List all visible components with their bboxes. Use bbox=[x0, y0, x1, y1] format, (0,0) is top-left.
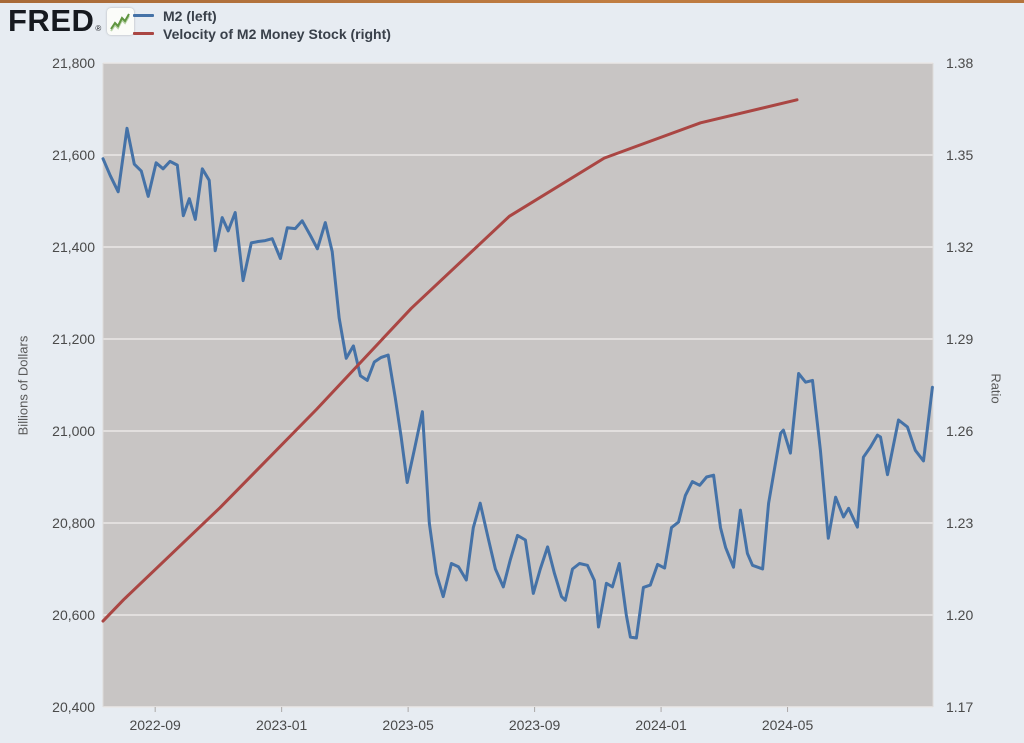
x-axis-tick-label: 2023-05 bbox=[382, 717, 434, 733]
right-axis-tick-label: 1.38 bbox=[946, 55, 974, 71]
x-axis-tick-label: 2024-01 bbox=[635, 717, 687, 733]
right-axis-tick-label: 1.20 bbox=[946, 607, 974, 623]
right-axis-tick-label: 1.35 bbox=[946, 147, 974, 163]
left-axis-tick-label: 21,400 bbox=[52, 239, 95, 255]
m2-legend-swatch bbox=[133, 14, 154, 17]
x-axis-tick-label: 2023-09 bbox=[508, 717, 561, 733]
velocity-legend-swatch bbox=[133, 32, 154, 35]
m2-legend-label: M2 (left) bbox=[163, 7, 217, 24]
fred-brand[interactable]: FRED ® bbox=[8, 3, 135, 38]
fred-sparkline-icon bbox=[107, 7, 135, 35]
right-axis-tick-label: 1.17 bbox=[946, 699, 974, 715]
left-axis-tick-label: 21,800 bbox=[52, 55, 95, 71]
left-axis-tick-label: 21,000 bbox=[52, 423, 95, 439]
legend-item-velocity[interactable]: Velocity of M2 Money Stock (right) bbox=[133, 25, 391, 42]
x-axis-tick-label: 2023-01 bbox=[255, 717, 308, 733]
registered-trademark: ® bbox=[95, 24, 102, 33]
left-axis-tick-label: 21,200 bbox=[52, 331, 95, 347]
left-axis-tick-label: 20,400 bbox=[52, 699, 95, 715]
right-axis-tick-label: 1.26 bbox=[946, 423, 974, 439]
x-axis-tick-label: 2024-05 bbox=[761, 717, 814, 733]
legend-item-m2[interactable]: M2 (left) bbox=[133, 7, 391, 24]
left-axis-tick-label: 20,800 bbox=[52, 515, 95, 531]
left-axis-title: Billions of Dollars bbox=[15, 335, 31, 436]
velocity-line bbox=[101, 98, 799, 623]
m2-line bbox=[101, 126, 934, 640]
right-axis-title: Ratio bbox=[988, 373, 1004, 404]
velocity-legend-label: Velocity of M2 Money Stock (right) bbox=[163, 25, 391, 42]
fred-logo-text[interactable]: FRED bbox=[8, 3, 95, 38]
right-axis-tick-label: 1.29 bbox=[946, 331, 974, 347]
x-axis-tick-label: 2022-09 bbox=[129, 717, 181, 733]
plot-area[interactable] bbox=[103, 63, 933, 707]
left-axis-tick-label: 20,600 bbox=[52, 607, 95, 623]
top-accent-bar bbox=[0, 0, 1024, 3]
right-axis-tick-label: 1.32 bbox=[946, 239, 974, 255]
chart-legend: M2 (left) Velocity of M2 Money Stock (ri… bbox=[133, 7, 391, 42]
left-axis-tick-label: 21,600 bbox=[52, 147, 95, 163]
right-axis-tick-label: 1.23 bbox=[946, 515, 974, 531]
